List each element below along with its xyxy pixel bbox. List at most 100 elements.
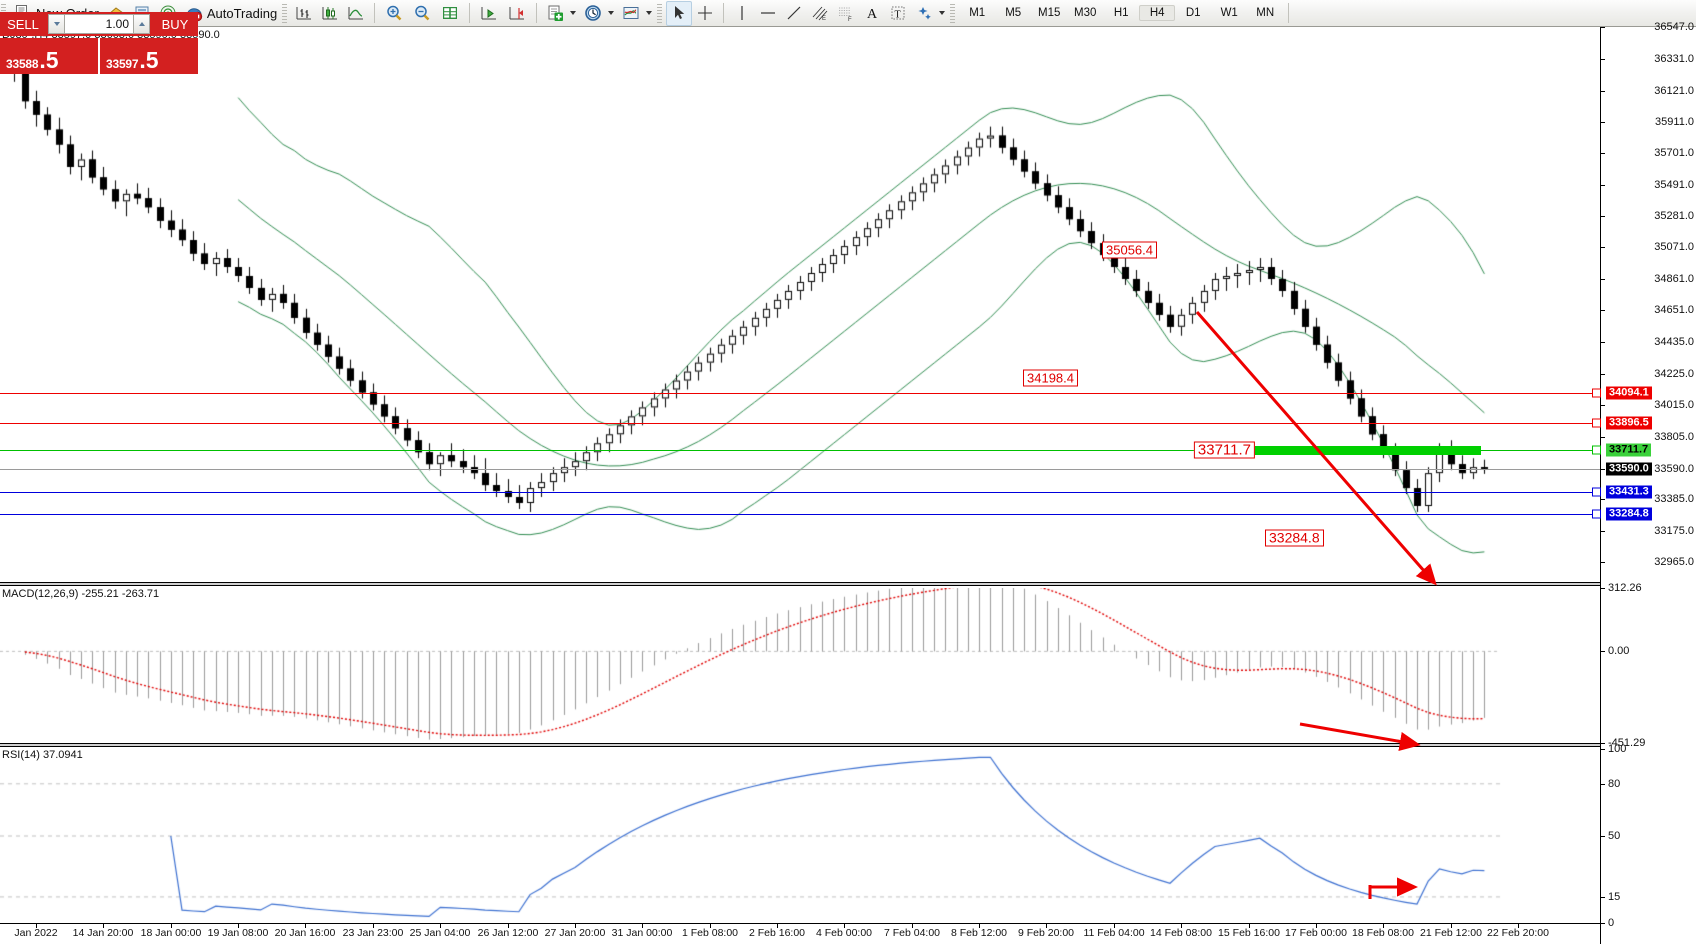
- toolbar-grip-4[interactable]: [950, 3, 956, 23]
- time-tick-label: 8 Feb 12:00: [950, 927, 1008, 939]
- templates-caret-icon[interactable]: [570, 11, 577, 15]
- price-tick: [1601, 247, 1605, 249]
- candlestick-chart-icon[interactable]: [321, 4, 339, 22]
- price-chip-support-1[interactable]: 33431.3: [1606, 485, 1652, 499]
- rsi-tick-label: 15: [1608, 890, 1621, 903]
- price-tick: [1601, 468, 1605, 470]
- time-tick: [508, 924, 509, 928]
- time-tick-label: 14 Feb 08:00: [1150, 927, 1212, 939]
- price-tick-label: 36331.0: [1654, 53, 1694, 66]
- price-axis[interactable]: 36547.0 36331.0 36121.0 35911.0 35701.0 35491…: [1600, 21, 1696, 944]
- time-tick: [440, 924, 441, 928]
- toolbar-separator-3: [536, 3, 538, 23]
- zoom-in-icon[interactable]: [385, 4, 403, 22]
- fibonacci-icon: F: [839, 7, 852, 22]
- time-tick-label: 20 Jan 16:00: [274, 927, 336, 939]
- toolbar-grip-2[interactable]: [282, 3, 288, 23]
- macd-tick: [1601, 651, 1605, 653]
- rsi-canvas[interactable]: [0, 749, 1600, 921]
- price-chip-resistance-2[interactable]: 33896.5: [1606, 416, 1652, 430]
- buy-price-cell[interactable]: 33597 .5: [100, 38, 198, 74]
- sell-button[interactable]: SELL: [0, 12, 46, 36]
- shapes-button[interactable]: [911, 2, 949, 25]
- price-tick-label: 35701.0: [1654, 147, 1694, 160]
- text-button[interactable]: A: [859, 2, 885, 25]
- timeframe-h4[interactable]: H4: [1139, 5, 1176, 21]
- time-tick: [1451, 924, 1452, 928]
- time-tick: [1046, 924, 1047, 928]
- time-tick: [305, 924, 306, 928]
- equidistant-channel-button[interactable]: E: [807, 2, 833, 25]
- time-tick-label: 1 Feb 08:00: [681, 927, 739, 939]
- price-tick-label: 35071.0: [1654, 241, 1694, 254]
- price-tick-label: 33385.0: [1654, 493, 1694, 506]
- timeframe-m15[interactable]: M15: [1038, 7, 1061, 19]
- volume-input[interactable]: 1.00: [65, 14, 133, 34]
- price-tick: [1601, 216, 1605, 218]
- time-tick: [103, 924, 104, 928]
- trendline-icon: [787, 6, 801, 20]
- auto-scroll-icon[interactable]: [480, 4, 498, 22]
- cursor-tool-button[interactable]: [666, 0, 693, 26]
- indicators-button[interactable]: [618, 2, 656, 25]
- time-tick: [238, 924, 239, 928]
- price-tick-label: 34015.0: [1654, 399, 1694, 412]
- pane-separator-rsi[interactable]: [0, 743, 1600, 747]
- macd-canvas[interactable]: [0, 588, 1600, 743]
- line-chart-icon[interactable]: [347, 4, 365, 22]
- timeframe-w1[interactable]: W1: [1220, 7, 1238, 19]
- indicators-caret-icon[interactable]: [646, 11, 653, 15]
- trendline-button[interactable]: [781, 2, 807, 25]
- timeframe-d1[interactable]: D1: [1185, 7, 1201, 19]
- zoom-out-icon[interactable]: [413, 4, 431, 22]
- chart-grid-icon[interactable]: [441, 4, 459, 22]
- time-tick-label: 31 Jan 00:00: [611, 927, 673, 939]
- price-chip-target-green[interactable]: 33711.7: [1606, 443, 1652, 457]
- period-button[interactable]: [580, 2, 618, 25]
- toolbar-grip-3[interactable]: [657, 3, 663, 23]
- pane-separator-macd[interactable]: [0, 582, 1600, 586]
- fibonacci-button[interactable]: F: [833, 2, 859, 25]
- timeframe-m5[interactable]: M5: [1005, 7, 1022, 19]
- timeframe-m1[interactable]: M1: [969, 7, 986, 19]
- buy-button[interactable]: BUY: [152, 12, 198, 36]
- volume-control[interactable]: 1.00: [46, 12, 152, 36]
- vertical-line-icon: [741, 6, 743, 20]
- price-tick: [1601, 373, 1605, 375]
- cursor-icon: [675, 6, 685, 19]
- price-chart-canvas[interactable]: [0, 27, 1600, 562]
- bar-chart-icon[interactable]: [295, 4, 313, 22]
- volume-decrease-button[interactable]: [48, 14, 65, 34]
- oct-price-row: 33588 .5 33597 .5: [0, 38, 198, 74]
- period-caret-icon[interactable]: [608, 11, 615, 15]
- timeframe-h1[interactable]: H1: [1113, 7, 1129, 19]
- crosshair-tool-button[interactable]: [692, 2, 718, 25]
- volume-increase-button[interactable]: [133, 14, 150, 34]
- price-tick-label: 34651.0: [1654, 304, 1694, 317]
- horizontal-line-button[interactable]: [755, 2, 781, 25]
- text-label-button[interactable]: T: [885, 2, 911, 25]
- price-chip-support-2[interactable]: 33284.8: [1606, 507, 1652, 521]
- price-chip-resistance-1[interactable]: 34094.1: [1606, 386, 1652, 400]
- templates-icon: [548, 5, 564, 21]
- templates-button[interactable]: [542, 2, 580, 25]
- time-tick: [373, 924, 374, 928]
- time-axis[interactable]: Jan 2022 14 Jan 20:00 18 Jan 00:00 19 Jan 0…: [0, 923, 1600, 944]
- shapes-icon: [918, 7, 932, 20]
- timeframe-m30[interactable]: M30: [1074, 7, 1097, 19]
- time-tick: [642, 924, 643, 928]
- shapes-caret-icon[interactable]: [939, 11, 946, 15]
- autotrading-label: AutoTrading: [206, 5, 278, 21]
- price-tick: [1601, 59, 1605, 61]
- price-tick: [1601, 121, 1605, 123]
- chart-shift-icon[interactable]: [508, 4, 526, 22]
- rsi-tick: [1601, 896, 1605, 898]
- timeframe-mn[interactable]: MN: [1256, 7, 1275, 19]
- chart-area[interactable]: DJ30-,H4 33597.0 33603.0 33590.0 33590.0…: [0, 21, 1696, 944]
- sell-price-cell[interactable]: 33588 .5: [0, 38, 98, 74]
- price-chip-current-price[interactable]: 33590.0: [1606, 462, 1652, 476]
- one-click-trading-panel[interactable]: SELL 1.00 BUY 33588 .5 33597 .5: [0, 12, 198, 76]
- time-tick: [979, 924, 980, 928]
- rsi-tick-label: 50: [1608, 830, 1621, 842]
- vertical-line-button[interactable]: [729, 2, 755, 25]
